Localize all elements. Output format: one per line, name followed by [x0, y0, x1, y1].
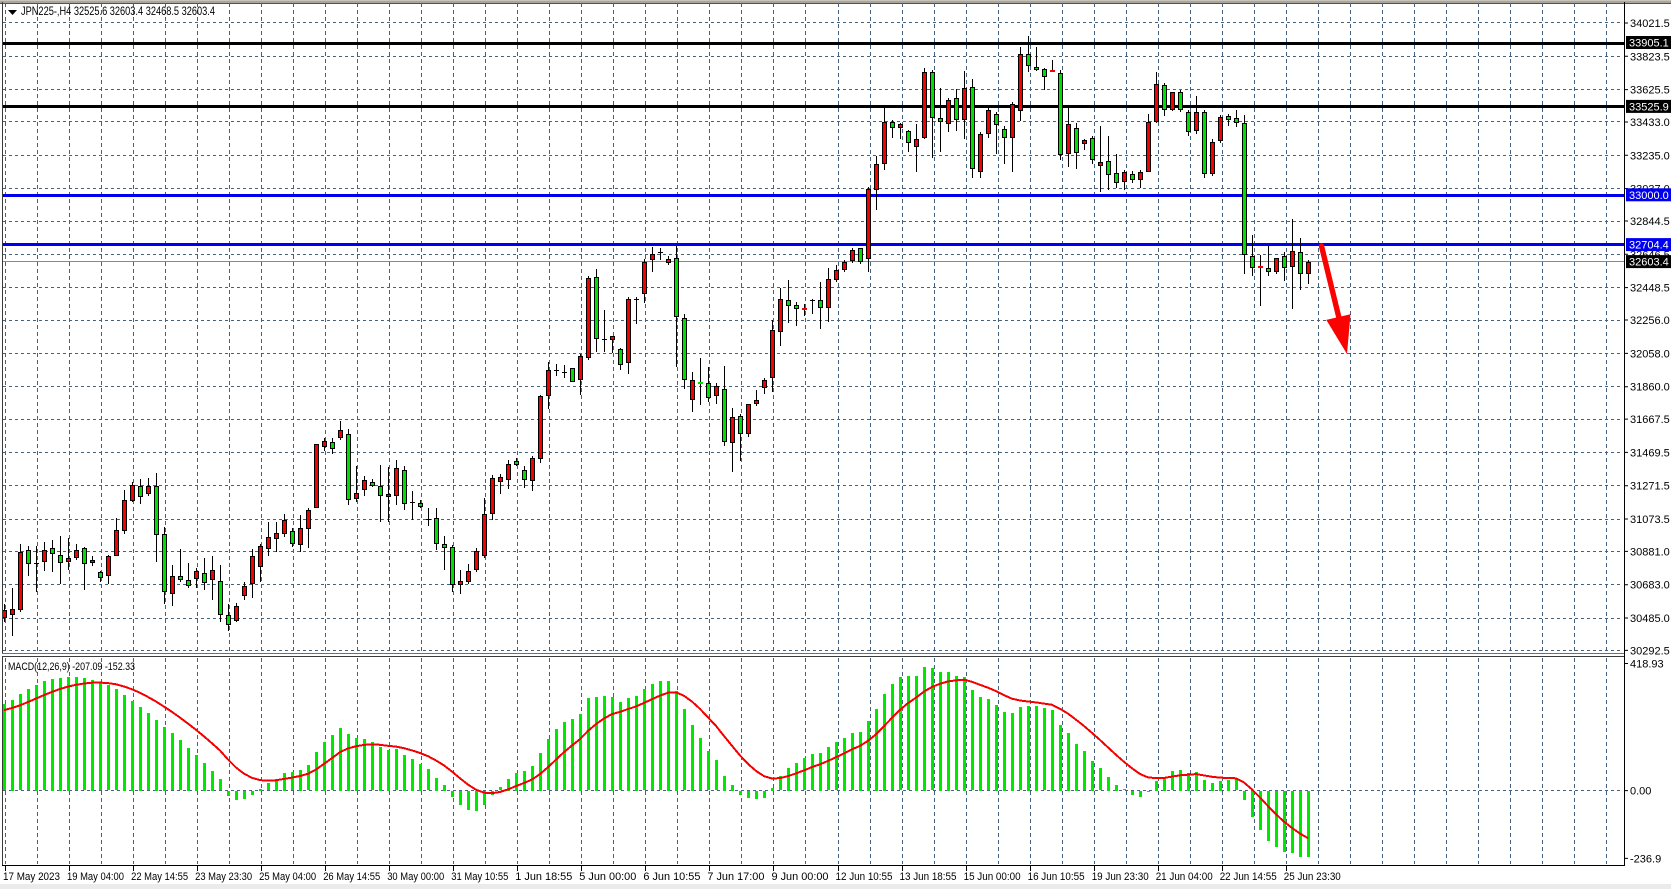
svg-text:30683.0: 30683.0: [1630, 580, 1670, 592]
svg-text:32603.4: 32603.4: [1629, 257, 1669, 269]
svg-text:23 May 23:30: 23 May 23:30: [195, 871, 252, 883]
svg-text:13 Jun 18:55: 13 Jun 18:55: [900, 871, 957, 883]
svg-text:32448.5: 32448.5: [1630, 283, 1670, 295]
svg-text:33823.5: 33823.5: [1630, 51, 1670, 63]
svg-text:22 Jun 14:55: 22 Jun 14:55: [1220, 871, 1277, 883]
svg-text:16 Jun 10:55: 16 Jun 10:55: [1028, 871, 1085, 883]
svg-text:26 May 14:55: 26 May 14:55: [323, 871, 380, 883]
svg-text:9 Jun 00:00: 9 Jun 00:00: [772, 871, 829, 883]
svg-text:31271.5: 31271.5: [1630, 481, 1670, 493]
svg-text:32704.4: 32704.4: [1629, 240, 1669, 252]
svg-text:1 Jun 18:55: 1 Jun 18:55: [515, 871, 572, 883]
svg-text:31469.5: 31469.5: [1630, 447, 1670, 459]
svg-text:0.00: 0.00: [1630, 786, 1651, 798]
svg-text:21 Jun 04:00: 21 Jun 04:00: [1156, 871, 1213, 883]
svg-text:5 Jun 00:00: 5 Jun 00:00: [579, 871, 636, 883]
svg-text:31073.5: 31073.5: [1630, 514, 1670, 526]
svg-text:7 Jun 17:00: 7 Jun 17:00: [707, 871, 764, 883]
svg-text:19 May 04:00: 19 May 04:00: [67, 871, 124, 883]
svg-text:31667.5: 31667.5: [1630, 414, 1670, 426]
svg-text:25 May 04:00: 25 May 04:00: [259, 871, 316, 883]
svg-text:22 May 14:55: 22 May 14:55: [131, 871, 188, 883]
svg-text:19 Jun 23:30: 19 Jun 23:30: [1092, 871, 1149, 883]
svg-text:34021.5: 34021.5: [1630, 18, 1670, 30]
svg-text:32844.5: 32844.5: [1630, 216, 1670, 228]
svg-text:30485.0: 30485.0: [1630, 613, 1670, 625]
svg-text:JPN225-,H4 32525.6 32603.4 32: JPN225-,H4 32525.6 32603.4 32468.5 32603…: [21, 4, 215, 18]
svg-text:MACD(12,26,9) -207.09 -152.33: MACD(12,26,9) -207.09 -152.33: [8, 661, 135, 673]
svg-text:33235.0: 33235.0: [1630, 150, 1670, 162]
svg-text:33000.0: 33000.0: [1629, 190, 1669, 202]
svg-text:33525.9: 33525.9: [1629, 101, 1669, 113]
svg-text:31860.0: 31860.0: [1630, 382, 1670, 394]
svg-text:32256.0: 32256.0: [1630, 315, 1670, 327]
svg-text:33905.1: 33905.1: [1629, 38, 1669, 50]
svg-text:30 May 00:00: 30 May 00:00: [387, 871, 444, 883]
svg-text:30881.0: 30881.0: [1630, 546, 1670, 558]
svg-text:25 Jun 23:30: 25 Jun 23:30: [1284, 871, 1341, 883]
svg-text:31 May 10:55: 31 May 10:55: [451, 871, 508, 883]
svg-text:33433.0: 33433.0: [1630, 117, 1670, 129]
svg-text:-236.9: -236.9: [1630, 853, 1661, 865]
svg-text:33625.5: 33625.5: [1630, 85, 1670, 97]
svg-text:6 Jun 10:55: 6 Jun 10:55: [643, 871, 700, 883]
svg-text:15 Jun 00:00: 15 Jun 00:00: [964, 871, 1021, 883]
svg-text:418.93: 418.93: [1630, 659, 1664, 671]
svg-text:32058.0: 32058.0: [1630, 348, 1670, 360]
svg-text:12 Jun 10:55: 12 Jun 10:55: [836, 871, 893, 883]
svg-text:30292.5: 30292.5: [1630, 645, 1670, 657]
svg-text:17 May 2023: 17 May 2023: [3, 871, 60, 883]
